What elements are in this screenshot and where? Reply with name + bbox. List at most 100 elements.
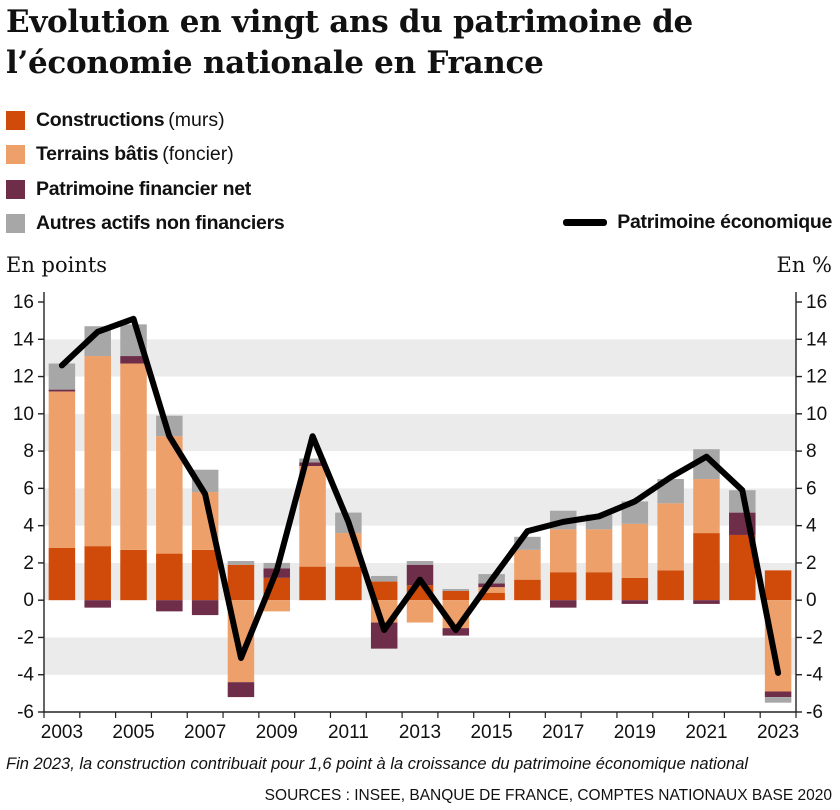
- legend-label: Autres actifs non financiers: [36, 212, 285, 235]
- y-tick-label: 12: [13, 367, 34, 388]
- x-tick-label: 2007: [184, 722, 226, 743]
- x-tick-label: 2023: [757, 722, 799, 743]
- legend-note: (murs): [168, 108, 225, 131]
- bar-segment: [621, 523, 649, 578]
- grid-band: [44, 302, 796, 340]
- bar-segment: [657, 570, 684, 601]
- legend-label: Constructions: [36, 108, 165, 131]
- bar-segment: [693, 600, 720, 604]
- legend-swatch-constructions: [6, 110, 25, 130]
- left-axis-unit: En points: [6, 253, 108, 277]
- bar-segment: [549, 529, 577, 573]
- y2-tick-label: -4: [806, 665, 823, 686]
- x-tick-label: 2021: [685, 722, 727, 743]
- y2-tick-label: 2: [806, 553, 817, 574]
- bar-segment: [263, 600, 291, 612]
- bar-segment: [621, 600, 649, 604]
- bar-segment: [478, 587, 505, 593]
- legend-line-swatch: [563, 219, 608, 226]
- y2-tick-label: 6: [806, 478, 817, 499]
- bar-segment: [549, 572, 577, 601]
- y2-tick-label: 4: [806, 516, 817, 537]
- bar-segment: [514, 549, 541, 580]
- legend-swatch-financier: [6, 179, 25, 199]
- bar-segment: [764, 691, 792, 698]
- bar-segment: [621, 577, 649, 601]
- chart-title: Evolution en vingt ans du patrimoine de …: [6, 4, 693, 81]
- grid-band: [44, 376, 796, 414]
- y-tick-label: -2: [17, 627, 34, 648]
- x-tick-label: 2003: [41, 722, 83, 743]
- y-tick-label: 0: [23, 590, 34, 611]
- bar-segment: [299, 462, 326, 466]
- legend-swatch-autres: [6, 214, 25, 234]
- bar-segment: [299, 566, 326, 601]
- y2-tick-label: 0: [806, 590, 817, 611]
- y2-tick-label: 14: [806, 329, 828, 350]
- y-tick-label: -4: [17, 665, 34, 686]
- bar-segment: [48, 391, 76, 548]
- bar-segment: [299, 466, 326, 567]
- bar-segment: [120, 356, 147, 364]
- bar-segment: [156, 600, 183, 612]
- bar-segment: [585, 572, 613, 601]
- legend-swatch-terrains: [6, 145, 25, 165]
- grid-band: [44, 674, 796, 712]
- right-axis-unit: En %: [776, 253, 832, 277]
- bar-segment: [191, 600, 219, 616]
- bar-segment: [120, 363, 147, 550]
- y-tick-label: 10: [13, 404, 34, 425]
- y-tick-label: 4: [23, 516, 34, 537]
- legend-item-terrains: Terrains bâtis (foncier): [6, 138, 284, 173]
- x-tick-label: 2005: [112, 722, 154, 743]
- legend-item-constructions: Constructions (murs): [6, 103, 284, 138]
- y-tick-label: 2: [23, 553, 34, 574]
- y-tick-label: 14: [13, 329, 35, 350]
- bar-segment: [84, 356, 111, 547]
- legend-note: (foncier): [162, 143, 234, 166]
- bar-segment: [657, 503, 684, 571]
- bar-segment: [156, 553, 183, 601]
- bar-segment: [48, 389, 76, 392]
- y2-tick-label: 8: [806, 441, 817, 462]
- x-tick-label: 2015: [470, 722, 512, 743]
- bar-segment: [227, 564, 255, 601]
- chart-plot: -6 -6 -4 -4 -2 -2 0 0 2 2 4 4 6 6 8 8 10 10 12 12 14 14 16 16 20…: [13, 292, 828, 743]
- footnote: Fin 2023, la construction contribuait po…: [6, 755, 749, 773]
- bar-segment: [406, 600, 434, 623]
- legend: Constructions (murs) Terrains bâtis (fon…: [6, 103, 285, 242]
- y2-tick-label: 16: [806, 292, 827, 313]
- bar-segment: [299, 458, 326, 463]
- y2-tick-label: 12: [806, 367, 827, 388]
- x-tick-label: 2019: [614, 722, 656, 743]
- bar-segment: [84, 600, 111, 608]
- bar-segment: [693, 479, 720, 534]
- bar-segment: [191, 549, 219, 601]
- x-tick-label: 2011: [328, 722, 369, 743]
- bar-segment: [84, 546, 111, 601]
- bar-segment: [585, 529, 613, 573]
- bar-segment: [335, 566, 362, 601]
- y-tick-label: 8: [23, 441, 34, 462]
- bar-segment: [48, 548, 76, 601]
- patrimoine-economique-line: [58, 315, 782, 676]
- legend-item-line: Patrimoine économique: [563, 211, 832, 234]
- bar-segment: [764, 697, 792, 703]
- x-tick-label: 2017: [542, 722, 584, 743]
- y2-tick-label: 10: [806, 404, 827, 425]
- bar-segment: [227, 682, 255, 698]
- bar-segment: [693, 533, 720, 601]
- bar-segment: [478, 583, 505, 588]
- x-tick-label: 2013: [399, 722, 441, 743]
- x-tick-label: 2009: [256, 722, 298, 743]
- bar-segment: [514, 579, 541, 601]
- bar-segment: [442, 589, 470, 591]
- bar-segment: [442, 590, 470, 601]
- source: SOURCES : INSEE, BANQUE DE FRANCE, COMPT…: [264, 787, 832, 804]
- legend-item-autres: Autres actifs non financiers: [6, 207, 285, 242]
- legend-label: Patrimoine financier net: [36, 177, 251, 200]
- grid-band: [44, 339, 796, 377]
- legend-item-financier: Patrimoine financier net: [6, 172, 284, 207]
- legend-label: Terrains bâtis: [36, 143, 159, 166]
- bar-segment: [406, 561, 434, 565]
